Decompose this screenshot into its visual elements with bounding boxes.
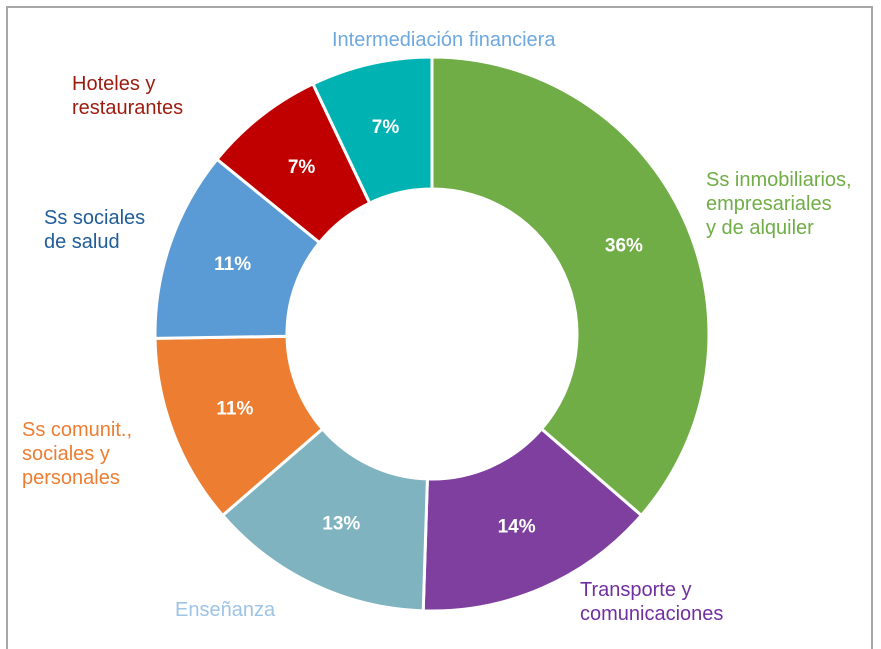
donut-slice [421, 426, 644, 613]
value-label: 11% [214, 254, 251, 275]
donut-slice [430, 55, 711, 518]
value-label: 14% [498, 516, 536, 537]
category-label: Transporte y comunicaciones [580, 579, 724, 625]
frame [6, 6, 873, 649]
donut-slice [220, 426, 429, 613]
value-label: 13% [322, 514, 360, 535]
category-label: Enseñanza [175, 599, 276, 621]
donut-slice [310, 55, 434, 206]
category-label: Ss sociales de salud [44, 207, 146, 253]
category-label: Ss comunit., sociales y personales [22, 419, 133, 489]
category-label: Hoteles y restaurantes [72, 73, 184, 119]
value-label: 11% [216, 398, 253, 419]
category-label: Intermediación financiera [332, 29, 556, 51]
value-label: 7% [372, 117, 400, 138]
value-label: 36% [605, 235, 643, 256]
category-label: Ss inmobiliarios, empresariales y de alq… [706, 169, 852, 239]
value-label: 7% [288, 157, 316, 178]
